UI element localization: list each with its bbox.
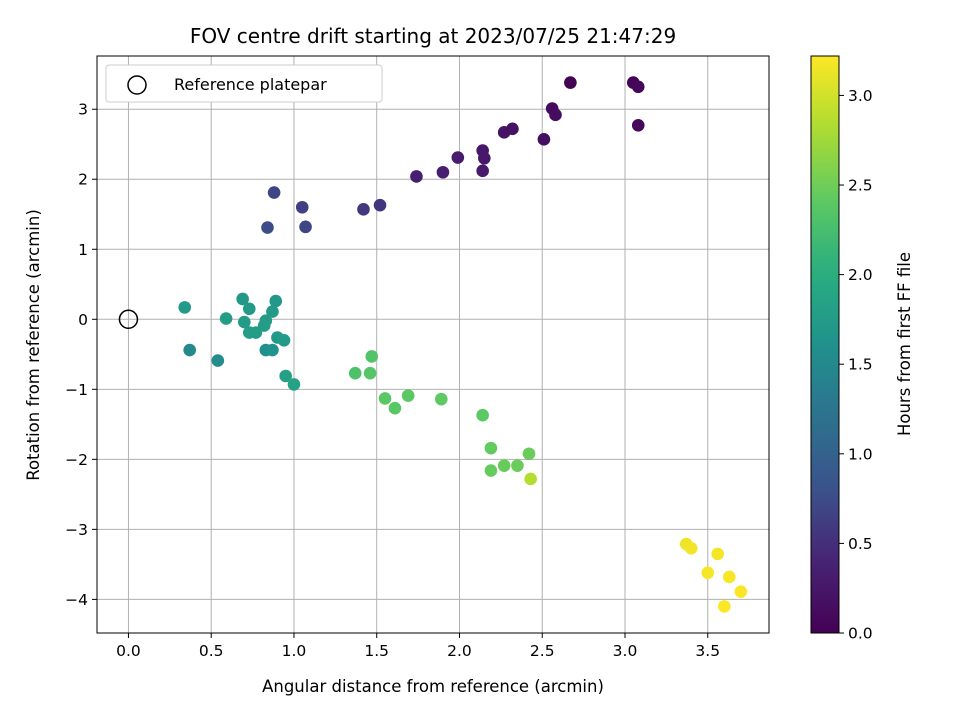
data-point <box>484 464 498 477</box>
colorbar-tick-label: 1.5 <box>848 356 873 374</box>
data-point <box>476 164 489 178</box>
legend-label: Reference platepar <box>174 75 327 94</box>
colorbar-tick-label: 2.5 <box>848 177 873 195</box>
data-point <box>261 221 274 234</box>
data-point <box>410 170 423 183</box>
y-axis-ticks: −4 −3 −2 −1 0 1 2 3 <box>65 101 97 609</box>
data-point <box>277 333 291 347</box>
data-point <box>365 350 379 363</box>
data-point <box>299 220 312 234</box>
data-point <box>348 366 362 380</box>
data-point <box>266 305 279 318</box>
data-point <box>631 80 645 94</box>
data-point <box>434 392 448 406</box>
colorbar-tick-label: 0.5 <box>848 535 873 553</box>
y-tick-label: 0 <box>78 311 88 329</box>
plot-grid <box>97 56 769 633</box>
data-point <box>236 292 249 306</box>
data-point <box>734 585 748 598</box>
y-axis-label: Rotation from reference (arcmin) <box>24 209 43 481</box>
data-point <box>711 547 724 561</box>
x-tick-label: 2.0 <box>447 642 472 660</box>
legend: Reference platepar <box>105 64 383 103</box>
data-point <box>564 76 577 89</box>
x-tick-label: 2.5 <box>530 642 555 660</box>
legend-box <box>105 64 383 103</box>
legend-marker-icon <box>127 75 147 95</box>
x-tick-label: 0.0 <box>116 642 141 660</box>
data-point <box>279 369 292 383</box>
y-tick-label: 3 <box>78 101 88 119</box>
y-tick-label: −4 <box>65 591 88 609</box>
data-point <box>524 472 537 486</box>
y-tick-label: −1 <box>65 381 88 399</box>
y-tick-label: 1 <box>78 241 88 259</box>
data-point <box>549 108 562 122</box>
y-tick-label: −3 <box>65 521 88 539</box>
data-point <box>537 133 551 146</box>
data-point <box>373 198 387 212</box>
data-point <box>363 366 377 380</box>
data-point <box>484 441 498 455</box>
data-point <box>631 119 645 132</box>
data-points <box>178 76 748 613</box>
data-point <box>436 165 450 179</box>
data-point <box>357 203 370 216</box>
chart-title: FOV centre drift starting at 2023/07/25 … <box>190 24 676 48</box>
x-tick-label: 3.5 <box>695 642 720 660</box>
x-axis-ticks: 0.0 0.5 1.0 1.5 2.0 2.5 3.0 3.5 <box>116 633 720 660</box>
data-point <box>718 600 731 613</box>
data-point <box>388 401 402 415</box>
colorbar-ticks: 0.0 0.5 1.0 1.5 2.0 2.5 3.0 <box>839 87 873 643</box>
data-point <box>219 312 233 325</box>
x-axis-label: Angular distance from reference (arcmin) <box>262 677 604 696</box>
y-tick-label: −2 <box>65 451 88 469</box>
colorbar: 0.0 0.5 1.0 1.5 2.0 2.5 3.0 Hours from first F… <box>810 55 914 643</box>
data-point <box>249 326 263 339</box>
data-point <box>722 570 736 584</box>
data-point <box>478 151 491 165</box>
colorbar-tick-label: 1.0 <box>848 445 873 463</box>
colorbar-tick-label: 3.0 <box>848 87 873 105</box>
data-point <box>701 566 715 580</box>
data-point <box>211 354 225 367</box>
data-point <box>287 378 301 391</box>
reference-platepar-marker <box>118 309 139 330</box>
data-point <box>242 302 256 316</box>
data-point <box>269 294 283 308</box>
data-point <box>183 343 196 357</box>
data-point <box>267 186 281 199</box>
data-point <box>238 315 251 329</box>
x-tick-label: 3.0 <box>613 642 638 660</box>
data-point <box>522 447 536 461</box>
y-tick-label: 2 <box>78 171 88 189</box>
data-point <box>506 122 519 136</box>
x-tick-label: 0.5 <box>199 642 224 660</box>
data-point <box>401 389 415 402</box>
colorbar-tick-label: 2.0 <box>848 266 873 284</box>
data-point <box>266 343 279 357</box>
x-tick-label: 1.0 <box>282 642 307 660</box>
data-point <box>511 459 524 472</box>
x-tick-label: 1.5 <box>364 642 389 660</box>
colorbar-gradient <box>810 55 840 634</box>
data-point <box>684 541 698 555</box>
data-point <box>476 408 489 422</box>
data-point <box>497 459 511 472</box>
plot-frame <box>96 55 770 634</box>
data-point <box>451 151 465 164</box>
colorbar-label: Hours from first FF file <box>895 252 914 436</box>
data-point <box>178 301 192 314</box>
data-point <box>257 319 271 332</box>
data-point <box>295 200 309 214</box>
data-point <box>378 392 392 405</box>
colorbar-tick-label: 0.0 <box>848 625 873 643</box>
